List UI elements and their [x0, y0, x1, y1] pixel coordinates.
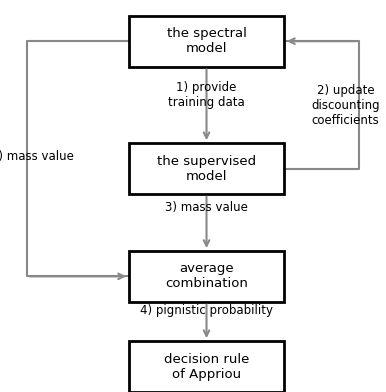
- FancyBboxPatch shape: [129, 16, 284, 67]
- Text: the spectral
model: the spectral model: [167, 27, 246, 55]
- Text: decision rule
of Appriou: decision rule of Appriou: [164, 352, 249, 381]
- FancyBboxPatch shape: [129, 251, 284, 302]
- Text: 3) mass value: 3) mass value: [165, 201, 248, 214]
- FancyBboxPatch shape: [129, 143, 284, 194]
- FancyBboxPatch shape: [129, 341, 284, 392]
- Text: 3) mass value: 3) mass value: [0, 150, 74, 163]
- Text: 1) provide
training data: 1) provide training data: [168, 81, 245, 109]
- Text: the supervised
model: the supervised model: [157, 154, 256, 183]
- Text: average
combination: average combination: [165, 262, 248, 290]
- Text: 2) update
discounting
coefficients: 2) update discounting coefficients: [311, 84, 380, 127]
- Text: 4) pignistic probability: 4) pignistic probability: [140, 304, 273, 318]
